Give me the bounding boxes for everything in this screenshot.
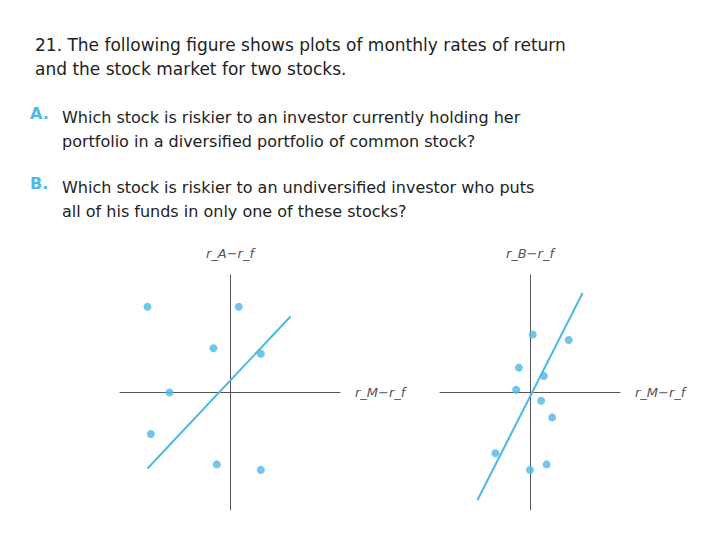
svg-text:A.: A.: [30, 104, 49, 123]
svg-text:r_A−r_f: r_A−r_f: [206, 246, 256, 261]
svg-text:Which stock is riskier to an u: Which stock is riskier to an undiversifi…: [62, 178, 534, 197]
svg-text:Which stock is riskier to an i: Which stock is riskier to an investor cu…: [62, 108, 521, 127]
svg-text:B.: B.: [30, 174, 48, 193]
svg-text:r_M−r_f: r_M−r_f: [355, 385, 408, 400]
svg-text:and the stock market for two s: and the stock market for two stocks.: [35, 59, 346, 79]
svg-text:r_M−r_f: r_M−r_f: [635, 385, 688, 400]
svg-text:all of his funds in only one o: all of his funds in only one of these st…: [62, 202, 407, 221]
svg-text:portfolio in a diversified por: portfolio in a diversified portfolio of …: [62, 132, 475, 151]
svg-text:r_B−r_f: r_B−r_f: [506, 246, 557, 261]
svg-text:21. The following figure shows: 21. The following figure shows plots of …: [35, 35, 566, 55]
